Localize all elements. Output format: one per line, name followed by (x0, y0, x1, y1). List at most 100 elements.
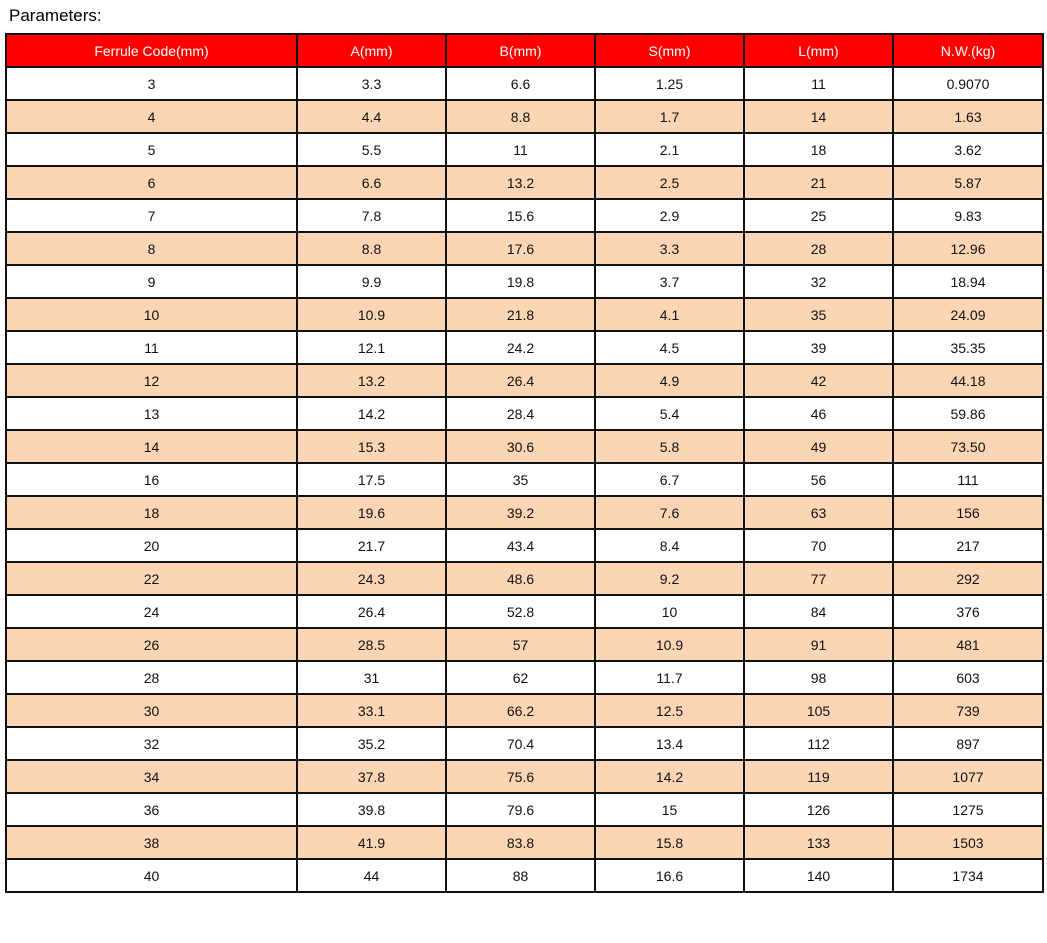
table-cell: 21.7 (296, 528, 447, 563)
table-cell: 292 (892, 561, 1044, 596)
table-row: 40 44 88 16.6 140 1734 (5, 858, 1044, 893)
table-cell: 36 (5, 792, 298, 827)
table-cell: 14.2 (594, 759, 745, 794)
table-cell: 16.6 (594, 858, 745, 893)
table-cell: 16 (5, 462, 298, 497)
table-cell: 5.8 (594, 429, 745, 464)
table-cell: 30.6 (445, 429, 596, 464)
table-cell: 7.6 (594, 495, 745, 530)
table-cell: 98 (743, 660, 894, 695)
table-cell: 62 (445, 660, 596, 695)
table-cell: 59.86 (892, 396, 1044, 431)
table-row: 12 13.2 26.4 4.9 42 44.18 (5, 363, 1044, 398)
table-cell: 34 (5, 759, 298, 794)
table-cell: 1275 (892, 792, 1044, 827)
table-cell: 40 (5, 858, 298, 893)
table-cell: 111 (892, 462, 1044, 497)
column-header: Ferrule Code(mm) (5, 33, 298, 68)
table-cell: 897 (892, 726, 1044, 761)
table-cell: 20 (5, 528, 298, 563)
table-cell: 84 (743, 594, 894, 629)
table-cell: 12.5 (594, 693, 745, 728)
table-row: 24 26.4 52.8 10 84 376 (5, 594, 1044, 629)
table-cell: 88 (445, 858, 596, 893)
table-cell: 19.6 (296, 495, 447, 530)
table-cell: 1077 (892, 759, 1044, 794)
table-cell: 10 (5, 297, 298, 332)
table-cell: 376 (892, 594, 1044, 629)
table-cell: 30 (5, 693, 298, 728)
table-cell: 57 (445, 627, 596, 662)
table-cell: 28 (5, 660, 298, 695)
table-row: 16 17.5 35 6.7 56 111 (5, 462, 1044, 497)
table-cell: 49 (743, 429, 894, 464)
table-cell: 4.9 (594, 363, 745, 398)
table-cell: 56 (743, 462, 894, 497)
table-cell: 39.2 (445, 495, 596, 530)
table-cell: 481 (892, 627, 1044, 662)
table-cell: 11.7 (594, 660, 745, 695)
table-cell: 126 (743, 792, 894, 827)
table-cell: 37.8 (296, 759, 447, 794)
table-row: 10 10.9 21.8 4.1 35 24.09 (5, 297, 1044, 332)
table-cell: 3.7 (594, 264, 745, 299)
table-cell: 79.6 (445, 792, 596, 827)
table-cell: 6.6 (445, 66, 596, 101)
table-cell: 6 (5, 165, 298, 200)
table-cell: 63 (743, 495, 894, 530)
column-header: N.W.(kg) (892, 33, 1044, 68)
table-cell: 42 (743, 363, 894, 398)
table-row: 34 37.8 75.6 14.2 119 1077 (5, 759, 1044, 794)
table-cell: 17.5 (296, 462, 447, 497)
column-header: A(mm) (296, 33, 447, 68)
table-cell: 26.4 (296, 594, 447, 629)
table-cell: 35.35 (892, 330, 1044, 365)
table-cell: 2.5 (594, 165, 745, 200)
table-cell: 38 (5, 825, 298, 860)
table-cell: 11 (743, 66, 894, 101)
table-cell: 7.8 (296, 198, 447, 233)
table-row: 20 21.7 43.4 8.4 70 217 (5, 528, 1044, 563)
table-cell: 3.3 (296, 66, 447, 101)
table-row: 9 9.9 19.8 3.7 32 18.94 (5, 264, 1044, 299)
table-row: 22 24.3 48.6 9.2 77 292 (5, 561, 1044, 596)
table-cell: 35.2 (296, 726, 447, 761)
table-cell: 26 (5, 627, 298, 662)
table-cell: 8.8 (445, 99, 596, 134)
table-cell: 140 (743, 858, 894, 893)
table-cell: 15.3 (296, 429, 447, 464)
table-cell: 14.2 (296, 396, 447, 431)
table-cell: 3 (5, 66, 298, 101)
table-cell: 14 (5, 429, 298, 464)
table-row: 30 33.1 66.2 12.5 105 739 (5, 693, 1044, 728)
table-cell: 5.5 (296, 132, 447, 167)
parameters-table: Ferrule Code(mm) A(mm) B(mm) S(mm) L(mm) N.W.… (5, 33, 1044, 893)
table-row: 7 7.8 15.6 2.9 25 9.83 (5, 198, 1044, 233)
table-cell: 26.4 (445, 363, 596, 398)
table-cell: 21.8 (445, 297, 596, 332)
table-cell: 1.7 (594, 99, 745, 134)
table-cell: 8.8 (296, 231, 447, 266)
table-row: 14 15.3 30.6 5.8 49 73.50 (5, 429, 1044, 464)
table-cell: 33.1 (296, 693, 447, 728)
table-cell: 19.8 (445, 264, 596, 299)
table-row: 32 35.2 70.4 13.4 112 897 (5, 726, 1044, 761)
table-row: 11 12.1 24.2 4.5 39 35.35 (5, 330, 1044, 365)
table-cell: 603 (892, 660, 1044, 695)
table-cell: 0.9070 (892, 66, 1044, 101)
table-cell: 39 (743, 330, 894, 365)
table-row: 8 8.8 17.6 3.3 28 12.96 (5, 231, 1044, 266)
table-cell: 13.2 (296, 363, 447, 398)
table-cell: 105 (743, 693, 894, 728)
table-cell: 35 (445, 462, 596, 497)
table-cell: 5.4 (594, 396, 745, 431)
column-header: L(mm) (743, 33, 894, 68)
table-row: 13 14.2 28.4 5.4 46 59.86 (5, 396, 1044, 431)
page-title: Parameters: (9, 6, 102, 25)
table-cell: 15 (594, 792, 745, 827)
table-cell: 32 (5, 726, 298, 761)
table-cell: 25 (743, 198, 894, 233)
table-cell: 4 (5, 99, 298, 134)
table-row: 18 19.6 39.2 7.6 63 156 (5, 495, 1044, 530)
column-header: B(mm) (445, 33, 596, 68)
